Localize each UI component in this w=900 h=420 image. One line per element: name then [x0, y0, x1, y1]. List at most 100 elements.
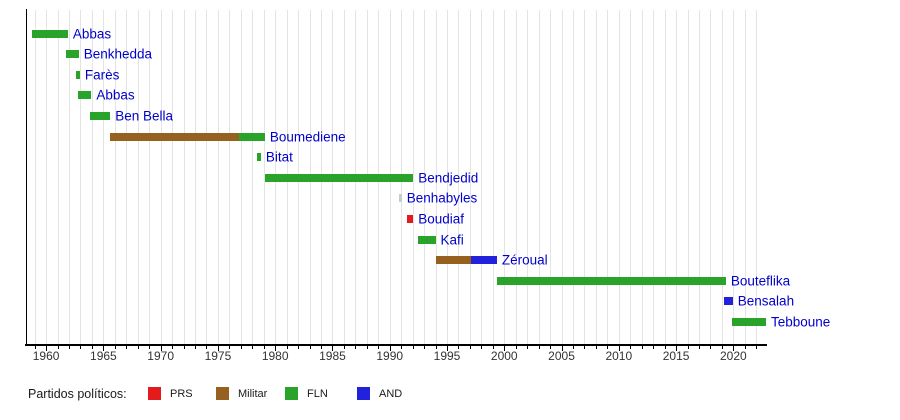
term-bar-segment-FLN: [732, 317, 766, 326]
year-gridline: [137, 10, 139, 344]
term-bar-segment-FLN: [257, 153, 261, 162]
minor-tick: [286, 345, 288, 349]
minor-tick: [607, 345, 609, 349]
legend-swatch-FLN: [285, 387, 298, 400]
year-gridline: [160, 10, 162, 344]
x-tick-label: 2005: [548, 349, 575, 363]
minor-tick: [424, 345, 426, 349]
minor-tick: [412, 345, 414, 349]
year-gridline: [573, 10, 574, 344]
major-tick: [618, 345, 620, 351]
term-bar-segment-FLN: [66, 50, 79, 59]
year-gridline: [676, 10, 678, 344]
minor-tick: [744, 345, 746, 349]
year-gridline: [217, 10, 219, 344]
leader-label: Zéroual: [501, 252, 548, 268]
term-bar-segment-Militar: [110, 132, 239, 141]
minor-tick: [721, 345, 723, 349]
year-gridline: [584, 10, 586, 344]
term-bar-segment-AND: [471, 256, 497, 265]
legend-label: Militar: [238, 388, 268, 400]
term-bar-segment-Militar: [436, 256, 472, 265]
leader-label: Tebboune: [771, 314, 831, 330]
year-gridline: [687, 10, 689, 344]
term-bar-segment-none: [399, 194, 402, 203]
year-gridline: [538, 10, 540, 344]
year-gridline: [240, 10, 242, 344]
minor-tick: [366, 345, 368, 349]
year-gridline: [114, 10, 116, 344]
year-gridline: [126, 10, 128, 344]
minor-tick: [114, 345, 116, 349]
major-tick: [217, 345, 219, 351]
minor-tick: [527, 345, 529, 349]
term-bar-segment-FLN: [89, 111, 111, 120]
year-gridline: [698, 10, 700, 344]
year-gridline: [103, 10, 105, 344]
year-gridline: [653, 10, 655, 344]
year-gridline: [263, 10, 265, 344]
year-gridline: [733, 10, 735, 344]
minor-tick: [137, 345, 139, 349]
major-tick: [103, 345, 105, 351]
year-gridline: [206, 10, 208, 344]
minor-tick: [309, 345, 311, 349]
major-tick: [275, 345, 277, 351]
leader-label: Abbas: [72, 26, 112, 41]
leader-label: Ben Bella: [115, 108, 174, 124]
term-bar-segment-PRS: [406, 214, 414, 223]
y-axis-line: [25, 9, 27, 344]
year-gridline: [469, 10, 471, 344]
minor-tick: [584, 345, 586, 349]
term-bar-segment-FLN: [497, 276, 726, 285]
year-gridline: [149, 10, 151, 344]
year-gridline: [91, 10, 93, 344]
year-gridline: [504, 10, 506, 344]
minor-tick: [378, 345, 380, 349]
leader-label: Bensalah: [737, 293, 795, 309]
minor-tick: [80, 345, 82, 349]
term-bar-segment-FLN: [264, 173, 414, 182]
legend-swatch-AND: [357, 387, 370, 400]
year-gridline: [481, 10, 483, 344]
minor-tick: [172, 345, 174, 349]
major-tick: [676, 345, 678, 351]
leader-label: Boumediene: [269, 129, 346, 144]
minor-tick: [252, 345, 254, 349]
minor-tick: [183, 345, 185, 349]
minor-tick: [698, 345, 700, 349]
minor-tick: [687, 345, 689, 349]
term-bar-segment-FLN: [76, 70, 80, 79]
year-gridline: [80, 10, 82, 344]
year-gridline: [515, 10, 517, 344]
minor-tick: [149, 345, 151, 349]
x-tick-label: 2010: [605, 349, 633, 363]
year-gridline: [756, 10, 758, 344]
major-tick: [447, 345, 448, 351]
year-gridline: [550, 10, 552, 344]
major-tick: [504, 345, 506, 351]
minor-tick: [653, 345, 655, 349]
legend-label: FLN: [307, 388, 328, 400]
leader-label: Kafi: [440, 232, 464, 247]
minor-tick: [69, 345, 71, 349]
leader-label: Bitat: [265, 149, 293, 165]
minor-tick: [469, 345, 471, 349]
year-gridline: [492, 10, 494, 344]
term-bar-segment-FLN: [238, 132, 265, 141]
minor-tick: [91, 345, 93, 349]
minor-tick: [630, 345, 632, 349]
minor-tick: [298, 345, 300, 349]
year-gridline: [630, 10, 632, 344]
year-gridline: [527, 10, 529, 344]
minor-tick: [355, 345, 357, 349]
leader-label: Abbas: [96, 87, 135, 103]
minor-tick: [595, 345, 597, 349]
leader-label: Benkhedda: [83, 46, 153, 62]
minor-tick: [664, 345, 666, 349]
minor-tick: [195, 345, 197, 349]
x-tick-label: 2000: [490, 349, 518, 363]
x-tick-label: 1980: [261, 349, 289, 363]
major-tick: [389, 345, 391, 351]
